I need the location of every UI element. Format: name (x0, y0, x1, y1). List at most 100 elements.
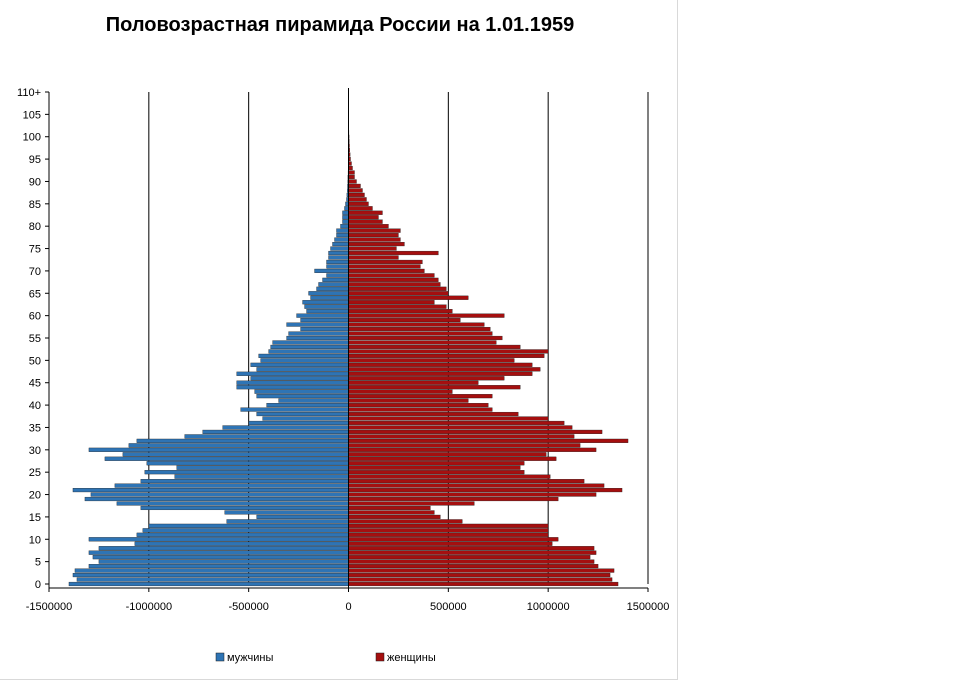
men-bar-age-24 (174, 474, 349, 479)
men-bar-age-7 (88, 550, 349, 555)
men-bar-age-74 (328, 250, 349, 256)
women-bar-age-19 (348, 496, 559, 502)
legend-swatch-women (375, 652, 385, 662)
women-bar-age-34 (348, 429, 603, 434)
women-bar-age-3 (348, 568, 615, 573)
women-bar-age-16 (348, 510, 435, 515)
women-bar-age-87 (348, 192, 365, 197)
women-bar-age-63 (348, 300, 435, 305)
men-bar-age-50 (260, 358, 349, 363)
men-bar-age-12 (142, 528, 349, 533)
women-bar-age-93 (348, 165, 353, 171)
men-bar-age-35 (222, 425, 349, 430)
y-tick-label: 40 (29, 400, 41, 412)
men-bar-age-49 (250, 362, 349, 367)
men-bar-age-63 (302, 300, 349, 305)
chart-title: Половозрастная пирамида России на 1.01.1… (105, 14, 575, 36)
men-bar-age-80 (340, 224, 349, 229)
men-bar-age-25 (144, 470, 349, 475)
men-bar-age-65 (308, 291, 349, 296)
women-bar-age-66 (348, 286, 447, 291)
y-tick-label: 35 (29, 422, 41, 434)
women-bar-age-82 (348, 215, 379, 220)
women-bar-age-67 (348, 282, 441, 287)
women-bar-age-25 (348, 470, 525, 475)
men-bar-age-8 (98, 546, 349, 551)
men-bar-age-15 (256, 514, 349, 519)
y-tick-label: 75 (29, 244, 41, 256)
women-bar-age-45 (348, 380, 479, 385)
legend-label-men: мужчины (227, 652, 273, 664)
men-bar-age-78 (336, 233, 349, 238)
women-bar-age-28 (348, 456, 557, 461)
y-tick-label: 80 (29, 221, 41, 233)
y-tick-label: 65 (29, 288, 41, 300)
men-bar-age-68 (322, 277, 349, 282)
women-bar-age-80 (348, 224, 389, 229)
men-bar-age-27 (146, 461, 349, 466)
men-bar-age-54 (272, 340, 349, 345)
women-bar-age-88 (348, 188, 363, 193)
men-bar-age-60 (296, 313, 349, 318)
men-bar-age-3 (74, 568, 349, 573)
men-bar-age-22 (114, 483, 349, 488)
women-bar-age-33 (348, 434, 575, 439)
y-tick-label: 90 (29, 176, 41, 188)
women-bar-age-23 (348, 479, 585, 484)
women-bar-age-75 (348, 246, 397, 251)
y-tick-label: 100 (23, 132, 41, 144)
women-bar-age-40 (348, 403, 489, 408)
women-bar-age-48 (348, 367, 541, 372)
men-bar-age-51 (258, 353, 349, 358)
men-bar-age-36 (248, 420, 349, 426)
women-bar-age-14 (348, 519, 463, 524)
women-bar-age-62 (348, 304, 447, 309)
men-bar-age-59 (300, 318, 349, 323)
x-tick-label: 1500000 (627, 601, 670, 613)
x-tick-label: -1500000 (26, 601, 73, 613)
women-bar-age-32 (348, 438, 629, 443)
men-bar-age-38 (256, 411, 349, 417)
men-bar-age-31 (128, 443, 349, 448)
men-bar-age-4 (88, 564, 349, 569)
men-bar-age-53 (270, 344, 349, 350)
women-bar-age-85 (348, 201, 369, 206)
men-bar-age-62 (304, 304, 349, 309)
men-bar-age-28 (104, 456, 349, 461)
men-bar-age-48 (256, 367, 349, 372)
women-bar-age-57 (348, 326, 491, 332)
y-tick-label: 45 (29, 378, 41, 390)
women-bar-age-86 (348, 197, 367, 202)
women-bar-age-68 (348, 277, 439, 282)
legend-swatch-men (215, 652, 225, 662)
men-bar-age-45 (236, 380, 349, 385)
x-tick-label: 0 (345, 601, 351, 613)
men-bar-age-82 (342, 215, 349, 220)
women-bar-age-17 (348, 505, 431, 511)
women-bar-age-39 (348, 407, 493, 412)
men-bar-age-56 (288, 331, 349, 336)
women-bar-age-8 (348, 546, 595, 551)
men-bar-age-64 (310, 295, 349, 300)
women-bar-age-60 (348, 313, 505, 318)
y-tick-label: 70 (29, 266, 41, 278)
women-bar-age-73 (348, 255, 399, 260)
y-tick-label: 85 (29, 199, 41, 211)
women-bar-age-46 (348, 376, 505, 381)
legend-label-women: женщины (387, 652, 436, 664)
men-bar-age-69 (326, 273, 349, 278)
women-bar-age-43 (348, 389, 453, 394)
x-tick-label: -1000000 (126, 601, 173, 613)
women-bar-age-24 (348, 474, 551, 479)
men-bar-age-44 (236, 385, 349, 390)
women-bar-age-61 (348, 309, 453, 314)
women-bar-age-49 (348, 362, 533, 367)
men-bar-age-0 (68, 581, 349, 587)
men-bar-age-66 (316, 286, 349, 291)
women-bar-age-74 (348, 250, 439, 256)
women-bar-age-7 (348, 550, 597, 555)
women-bar-age-42 (348, 394, 493, 399)
men-bar-age-40 (266, 403, 349, 408)
women-bar-age-55 (348, 335, 503, 341)
men-bar-age-13 (148, 523, 349, 528)
